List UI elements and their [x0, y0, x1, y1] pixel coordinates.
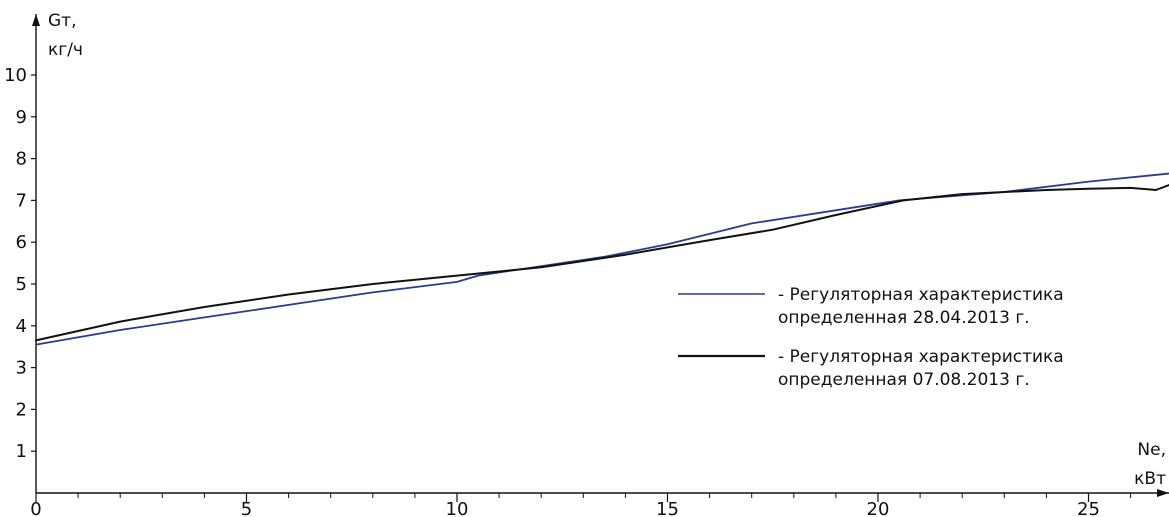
axes: [32, 14, 1169, 497]
legend-label-1-line2: определенная 28.04.2013 г.: [778, 308, 1030, 328]
x-tick-label: 5: [241, 499, 252, 517]
y-tick-label: 8: [16, 149, 27, 170]
y-tick-label: 3: [16, 358, 27, 379]
legend-label-2-line2: определенная 07.08.2013 г.: [778, 370, 1030, 390]
legend: - Регуляторная характеристика определенна…: [678, 285, 1064, 390]
y-axis-label-line1: Gт,: [48, 11, 76, 31]
series-lines: [35, 172, 1169, 346]
axis-labels: Gт, кг/ч Ne, кВт: [48, 11, 1166, 489]
y-tick-label: 9: [16, 107, 27, 128]
y-tick-label: 1: [16, 441, 27, 462]
y-tick-label: 7: [16, 190, 27, 211]
y-tick-label: 5: [16, 274, 27, 295]
y-tick-label: 4: [16, 316, 27, 337]
x-tick-label: 25: [1077, 499, 1100, 517]
y-tick-label: 2: [16, 399, 27, 420]
y-tick-label: 6: [16, 232, 27, 253]
legend-label-2-line1: - Регуляторная характеристика: [778, 347, 1064, 367]
x-tick-label: 15: [656, 499, 679, 517]
x-tick-label: 10: [446, 499, 469, 517]
x-axis-label-line1: Ne,: [1137, 440, 1166, 460]
y-axis-label-line2: кг/ч: [48, 40, 83, 60]
ticks: 0 5 10 15 20 25 1 2 3 4 5 6 7 8 9 10: [4, 65, 1132, 517]
x-axis-label-line2: кВт: [1134, 469, 1166, 489]
x-axis-arrow: [1157, 489, 1169, 497]
x-tick-label: 20: [867, 499, 890, 517]
x-tick-label: 0: [30, 499, 41, 517]
series-line-2: [35, 184, 1169, 342]
y-tick-label: 10: [4, 65, 27, 86]
y-axis-arrow: [32, 14, 40, 26]
legend-label-1-line1: - Регуляторная характеристика: [778, 285, 1064, 305]
